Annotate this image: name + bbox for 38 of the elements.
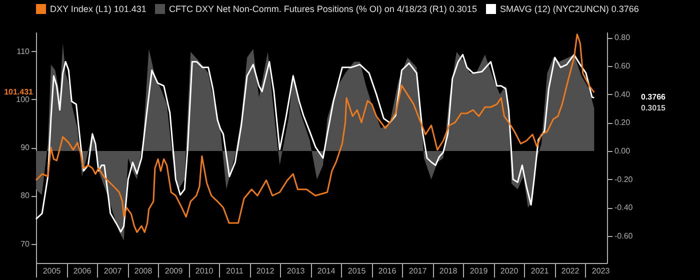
text: 101.431 xyxy=(4,87,34,96)
x-tick-label: 2023 xyxy=(592,266,610,276)
y-tick-label: 110 xyxy=(16,46,30,56)
y-tick-label: 80 xyxy=(20,191,30,200)
x-tick-label: 2011 xyxy=(226,266,244,276)
x-tick-label: 2009 xyxy=(164,266,184,276)
y-tick-label: 90 xyxy=(20,143,30,152)
x-tick-label: 2014 xyxy=(317,266,336,276)
x-tick-label: 2010 xyxy=(195,266,214,276)
x-tick-label: 2012 xyxy=(256,266,275,276)
x-tick-label: 2008 xyxy=(134,266,153,276)
y2-tick-label: -0.20 xyxy=(614,174,634,184)
x-tick-label: 2005 xyxy=(42,266,62,276)
x-tick-label: 2007 xyxy=(104,266,122,276)
x-tick-label: 2021 xyxy=(530,266,550,276)
legend-label: DXY Index (L1) 101.431 xyxy=(50,4,146,14)
y2-tick-label: 0.60 xyxy=(614,62,631,71)
y2-tick-label: 0.40 xyxy=(614,90,631,99)
x-tick-label: 2006 xyxy=(73,266,92,276)
y2-tick-label: -0.60 xyxy=(614,232,634,241)
x-tick-label: 2019 xyxy=(470,266,488,276)
y-tick-label: 100 xyxy=(16,94,30,104)
x-tick-label: 2022 xyxy=(561,266,580,276)
text: 0.3766 xyxy=(641,92,666,102)
y2-tick-label: -0.40 xyxy=(614,203,634,212)
y2-tick-label: 0.80 xyxy=(614,33,631,42)
x-tick-label: 2016 xyxy=(378,266,397,276)
x-tick-label: 2018 xyxy=(439,266,458,276)
y2-tick-label: 0.20 xyxy=(614,118,631,128)
y-tick-label: 70 xyxy=(20,239,30,248)
x-tick-label: 2013 xyxy=(286,266,306,276)
y2-tick-label: 0.00 xyxy=(614,146,631,156)
x-tick-label: 2017 xyxy=(408,266,428,276)
x-tick-label: 2020 xyxy=(500,266,519,276)
text: 0.3015 xyxy=(641,103,666,112)
legend-label: SMAVG (12) (NYC2UNCN) 0.3766 xyxy=(500,4,639,14)
legend-label: CFTC DXY Net Non-Comm. Futures Positions (% OI) on 4/18/23 (R1) 0.3015 xyxy=(169,4,477,14)
x-tick-label: 2015 xyxy=(348,266,366,276)
